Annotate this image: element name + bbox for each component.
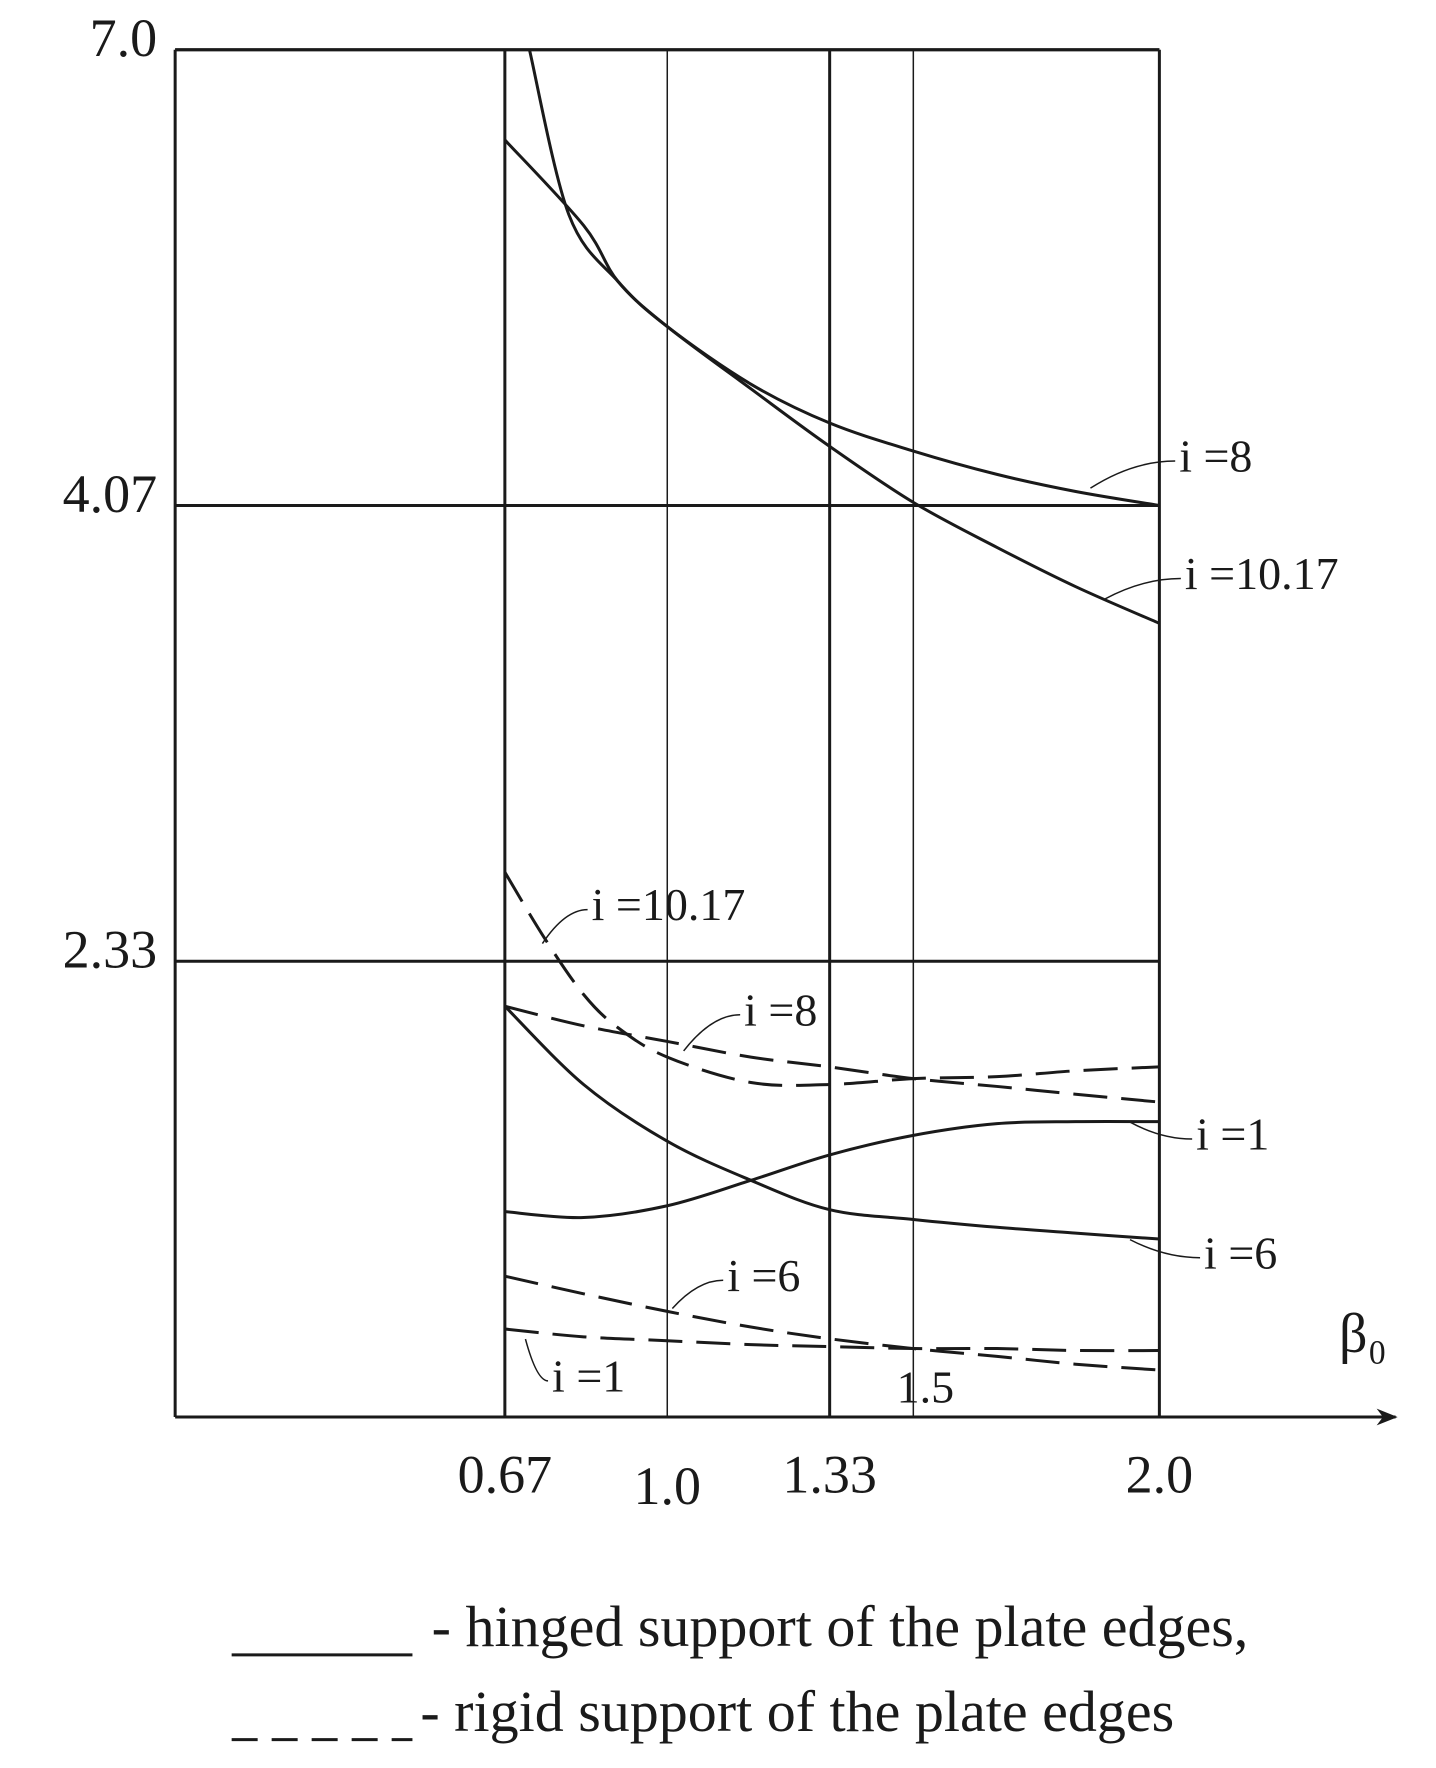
x-tick-label: 1.0 [634, 1456, 702, 1516]
x-tick-label: 0.67 [458, 1445, 553, 1505]
y-tick-label: 7.0 [90, 8, 158, 68]
series-label: i =10.17 [592, 879, 746, 930]
series-label: i =10.17 [1185, 548, 1339, 599]
x-tick-label: 1.5 [897, 1362, 955, 1413]
leader-line [1090, 460, 1176, 489]
x-tick-label: 2.0 [1126, 1445, 1194, 1505]
leader-line [671, 1279, 724, 1310]
series-line [504, 1120, 1160, 1220]
leader-line [1129, 1121, 1193, 1140]
leader-line [524, 1338, 549, 1382]
series-label: i =1 [552, 1350, 625, 1401]
series-line [504, 1274, 1160, 1372]
x-axis-label: β₀ [1339, 1303, 1387, 1365]
leader-line [1129, 1238, 1201, 1259]
series-line [504, 1327, 1160, 1353]
y-tick-label: 4.07 [63, 464, 158, 524]
series-line [528, 49, 1160, 507]
series-line [503, 871, 1160, 1087]
series-line [503, 1005, 1160, 1241]
series-label: i =6 [727, 1250, 800, 1301]
series-label: i =6 [1204, 1227, 1277, 1278]
leader-line [683, 1013, 741, 1052]
series-label: i =1 [1196, 1109, 1269, 1160]
series-label: i =8 [1179, 431, 1252, 482]
series-label: i =8 [744, 984, 817, 1035]
series-line [503, 138, 1160, 625]
legend-label: - rigid support of the plate edges [420, 1679, 1174, 1744]
legend-label: - hinged support of the plate edges, [432, 1594, 1249, 1659]
leader-line [1104, 577, 1181, 600]
x-tick-label: 1.33 [782, 1445, 877, 1505]
y-tick-label: 2.33 [63, 920, 158, 980]
series-line [504, 1004, 1160, 1104]
leader-line [541, 908, 588, 944]
